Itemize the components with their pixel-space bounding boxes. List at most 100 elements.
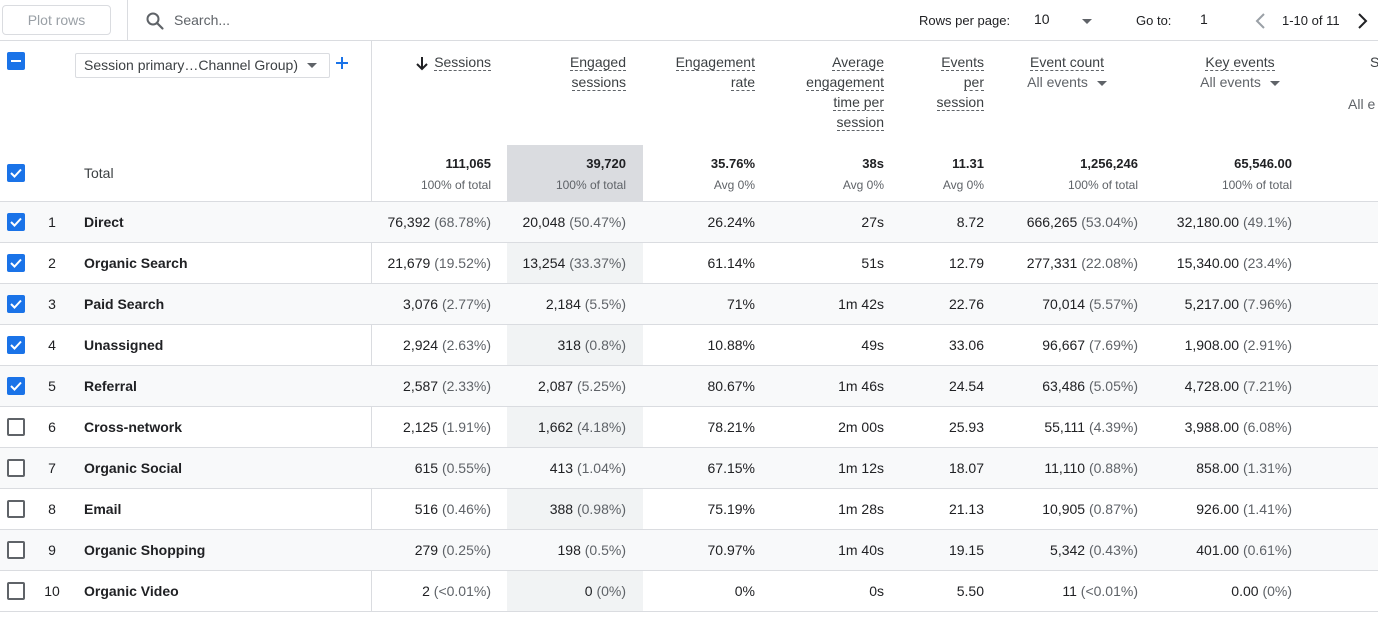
cell-value: 51s xyxy=(861,255,884,271)
plus-icon[interactable] xyxy=(335,56,349,70)
cell-value: 4,728.00 xyxy=(1184,378,1240,394)
column-header-event-count[interactable]: Event count All events xyxy=(1010,52,1124,92)
cell-percent: (5.5%) xyxy=(584,296,626,312)
cell-sessions: 516 (0.46%) xyxy=(415,501,491,517)
cell-value: 2,087 xyxy=(538,378,574,394)
column-header-engagement-rate[interactable]: Engagement rate xyxy=(655,52,755,92)
cell-engagement-rate: 78.21% xyxy=(708,419,755,435)
row-checkbox[interactable] xyxy=(7,418,25,436)
cell-percent: (2.63%) xyxy=(441,337,491,353)
cell-value: 1m 42s xyxy=(838,296,884,312)
arrow-down-icon xyxy=(416,57,428,71)
cell-percent: (1.31%) xyxy=(1242,460,1292,476)
total-event-count-sub: 100% of total xyxy=(1067,178,1138,192)
table-row[interactable]: 8 Email 516 (0.46%) 388 (0.98%) 75.19% 1m 28s… xyxy=(0,489,1378,530)
cell-percent: (4.39%) xyxy=(1088,419,1138,435)
search-input[interactable] xyxy=(174,10,474,30)
cell-percent: (1.91%) xyxy=(441,419,491,435)
header-label: Event count xyxy=(1030,54,1104,71)
row-checkbox[interactable] xyxy=(7,582,25,600)
cell-value: 2m 00s xyxy=(838,419,884,435)
cell-percent: (0.8%) xyxy=(584,337,626,353)
cell-value: 1m 28s xyxy=(838,501,884,517)
table-row[interactable]: 1 Direct 76,392 (68.78%) 20,048 (50.47%) 26.… xyxy=(0,202,1378,243)
header-label: engagement xyxy=(806,74,884,91)
cell-value: 388 xyxy=(549,501,574,517)
cell-percent: (0.46%) xyxy=(441,501,491,517)
cell-value: 11 xyxy=(1062,583,1077,599)
cell-avg-engagement-time: 27s xyxy=(861,214,884,230)
plot-rows-button[interactable]: Plot rows xyxy=(2,5,111,35)
cell-percent: (0%) xyxy=(596,583,626,599)
total-sessions: 111,065 xyxy=(445,156,491,171)
cell-value: 80.67% xyxy=(707,378,755,394)
select-all-checkbox[interactable] xyxy=(7,52,25,70)
channel-name: Paid Search xyxy=(84,296,165,312)
column-header-engaged-sessions[interactable]: Engaged sessions xyxy=(526,52,626,92)
key-events-filter[interactable]: All events xyxy=(1180,72,1300,92)
row-checkbox[interactable] xyxy=(7,295,25,313)
row-checkbox[interactable] xyxy=(7,459,25,477)
table-row[interactable]: 10 Organic Video 2 (<0.01%) 0 (0%) 0% 0s 5.50 1… xyxy=(0,571,1378,612)
channel-name: Email xyxy=(84,501,122,517)
cell-key-events: 858.00 (1.31%) xyxy=(1196,460,1292,476)
channel-name: Direct xyxy=(84,214,124,230)
row-checkbox[interactable] xyxy=(7,254,25,272)
cell-value: 413 xyxy=(549,460,574,476)
cell-value: 0s xyxy=(869,583,884,599)
cell-avg-engagement-time: 1m 40s xyxy=(838,542,884,558)
table-row[interactable]: 4 Unassigned 2,924 (2.63%) 318 (0.8%) 10.88%… xyxy=(0,325,1378,366)
chevron-right-icon[interactable] xyxy=(1355,11,1369,31)
row-checkbox[interactable] xyxy=(7,336,25,354)
total-row-checkbox[interactable] xyxy=(7,164,25,182)
dimension-selector[interactable]: Session primary…Channel Group) xyxy=(75,53,330,78)
table-row[interactable]: 5 Referral 2,587 (2.33%) 2,087 (5.25%) 80.67… xyxy=(0,366,1378,407)
row-number: 3 xyxy=(48,296,56,312)
cell-value: 0 xyxy=(584,583,593,599)
row-checkbox[interactable] xyxy=(7,213,25,231)
cell-value: 49s xyxy=(861,337,884,353)
cell-value: 21.13 xyxy=(948,501,984,517)
table-row[interactable]: 6 Cross-network 2,125 (1.91%) 1,662 (4.18%)… xyxy=(0,407,1378,448)
cell-key-events: 401.00 (0.61%) xyxy=(1196,542,1292,558)
cell-engagement-rate: 71% xyxy=(727,296,755,312)
row-checkbox[interactable] xyxy=(7,500,25,518)
row-checkbox[interactable] xyxy=(7,541,25,559)
column-header-partial[interactable]: S All e xyxy=(1348,52,1378,114)
cell-value: 12.79 xyxy=(948,255,984,271)
cell-avg-engagement-time: 51s xyxy=(861,255,884,271)
cell-engaged-sessions: 388 (0.98%) xyxy=(550,501,626,517)
column-header-sessions[interactable]: Sessions xyxy=(430,52,491,72)
table-row[interactable]: 2 Organic Search 21,679 (19.52%) 13,254 (33… xyxy=(0,243,1378,284)
cell-percent: (2.33%) xyxy=(441,378,491,394)
cell-percent: (<0.01%) xyxy=(433,583,491,599)
rows-per-page-select[interactable]: 10 xyxy=(1034,11,1096,31)
partial-filter: All e xyxy=(1348,96,1376,112)
cell-engaged-sessions: 413 (1.04%) xyxy=(550,460,626,476)
cell-percent: (33.37%) xyxy=(569,255,626,271)
channel-name: Organic Social xyxy=(84,460,183,476)
column-header-events-per-session[interactable]: Events per session xyxy=(900,52,984,112)
header-label: Events xyxy=(941,54,984,71)
row-checkbox[interactable] xyxy=(7,377,25,395)
cell-percent: (<0.01%) xyxy=(1080,583,1138,599)
column-header-key-events[interactable]: Key events All events xyxy=(1180,52,1300,92)
cell-sessions: 21,679 (19.52%) xyxy=(387,255,491,271)
cell-value: 26.24% xyxy=(707,214,755,230)
chevron-left-icon[interactable] xyxy=(1254,11,1268,31)
cell-engagement-rate: 67.15% xyxy=(708,460,755,476)
cell-value: 277,331 xyxy=(1026,255,1078,271)
cell-percent: (2.91%) xyxy=(1242,337,1292,353)
table-row[interactable]: 3 Paid Search 3,076 (2.77%) 2,184 (5.5%) 71%… xyxy=(0,284,1378,325)
cell-key-events: 926.00 (1.41%) xyxy=(1196,501,1292,517)
table-row[interactable]: 7 Organic Social 615 (0.55%) 413 (1.04%) 67.… xyxy=(0,448,1378,489)
column-header-avg-engagement-time[interactable]: Average engagement time per session xyxy=(780,52,884,132)
cell-event-count: 5,342 (0.43%) xyxy=(1050,542,1138,558)
table-row[interactable]: 9 Organic Shopping 279 (0.25%) 198 (0.5%) 70… xyxy=(0,530,1378,571)
cell-events-per-session: 18.07 xyxy=(949,460,984,476)
cell-engagement-rate: 10.88% xyxy=(708,337,755,353)
cell-avg-engagement-time: 1m 12s xyxy=(838,460,884,476)
goto-page-input[interactable]: 1 xyxy=(1200,11,1208,27)
event-count-filter[interactable]: All events xyxy=(1010,72,1124,92)
cell-value: 2,125 xyxy=(403,419,439,435)
